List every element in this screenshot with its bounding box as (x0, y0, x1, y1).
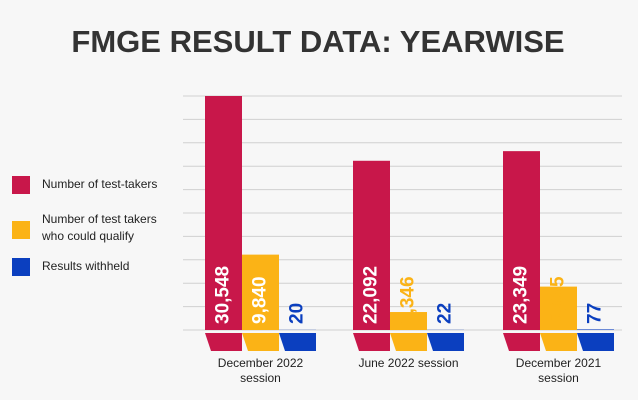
bar (577, 329, 614, 330)
value-label: 20 (287, 303, 308, 324)
bar (353, 160, 390, 330)
bar (540, 286, 577, 330)
bar (503, 151, 540, 330)
x-tick-label: December 2021 session (515, 356, 602, 385)
bar-base (390, 333, 427, 351)
x-tick-label: December 2022 session (217, 356, 304, 385)
value-label: 77 (585, 303, 606, 324)
legend-swatch (12, 258, 30, 276)
bar-base (353, 333, 390, 351)
legend-label: Number of test-takers (42, 177, 158, 191)
value-label: 22,092 (361, 266, 382, 324)
value-label: 23,349 (511, 266, 532, 324)
chart-title: FMGE RESULT DATA: YEARWISE (71, 24, 564, 59)
legend-swatch (12, 176, 30, 194)
bar-base (205, 333, 242, 351)
legend-label: Results withheld (42, 259, 130, 273)
bar-base (427, 333, 464, 351)
legend-swatch (12, 221, 30, 239)
bar (242, 254, 279, 330)
bar-base (540, 333, 577, 351)
bar-base (577, 333, 614, 351)
value-label: 22 (435, 303, 456, 324)
value-label: 5,665 (548, 276, 569, 324)
bar (390, 312, 427, 330)
legend-label: Number of test takers who could qualify (42, 212, 157, 243)
bar-base (279, 333, 316, 351)
value-label: 30,548 (213, 266, 234, 324)
value-label: 2,346 (398, 276, 419, 324)
value-label: 9,840 (250, 276, 271, 324)
bar-base (242, 333, 279, 351)
x-tick-label: June 2022 session (358, 356, 459, 370)
bar-base (503, 333, 540, 351)
bar (205, 96, 242, 330)
